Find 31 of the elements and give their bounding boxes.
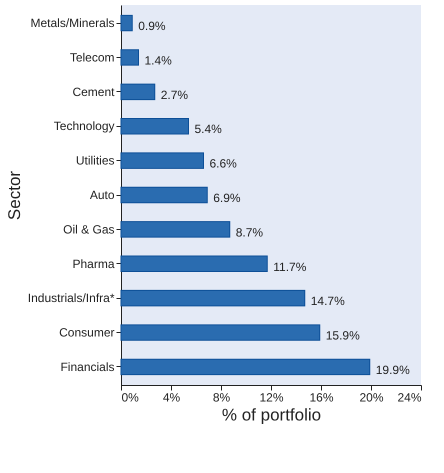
data-label: 6.6% <box>210 156 238 171</box>
y-tick-label: Industrials/Infra* <box>28 291 115 306</box>
x-tick-label: 4% <box>162 390 180 404</box>
data-label: 8.7% <box>236 225 264 240</box>
y-tick-label: Technology <box>54 119 114 134</box>
y-tick-label: Auto <box>90 188 115 202</box>
y-tick-label: Cement <box>72 84 116 99</box>
y-tick-label: Oil & Gas <box>63 222 114 236</box>
data-label: 15.9% <box>326 328 360 343</box>
data-label: 6.9% <box>213 191 241 205</box>
x-axis-title: % of portfolio <box>222 406 322 424</box>
y-tick-label: Utilities <box>76 154 114 168</box>
data-label: 2.7% <box>160 88 188 102</box>
data-label: 19.9% <box>376 362 410 377</box>
y-tick-label: Pharma <box>72 256 115 271</box>
data-label: 5.4% <box>194 122 222 136</box>
data-label: 11.7% <box>273 260 307 274</box>
x-tick-label: 24% <box>397 390 422 404</box>
y-tick-label: Consumer <box>59 326 114 340</box>
x-tick-label: 16% <box>309 390 334 404</box>
data-label: 0.9% <box>138 19 166 34</box>
y-tick-label: Metals/Minerals <box>30 16 114 30</box>
data-label: 1.4% <box>144 53 172 68</box>
x-tick-label: 12% <box>259 390 284 404</box>
y-tick-label: Telecom <box>70 50 114 64</box>
data-label: 14.7% <box>310 294 346 308</box>
x-tick-label: 8% <box>212 390 230 404</box>
y-tick-label: Financials <box>60 360 114 374</box>
y-axis-title: Sector <box>4 170 24 220</box>
x-tick-label: 20% <box>359 390 384 404</box>
x-tick-label: 0% <box>122 390 140 404</box>
